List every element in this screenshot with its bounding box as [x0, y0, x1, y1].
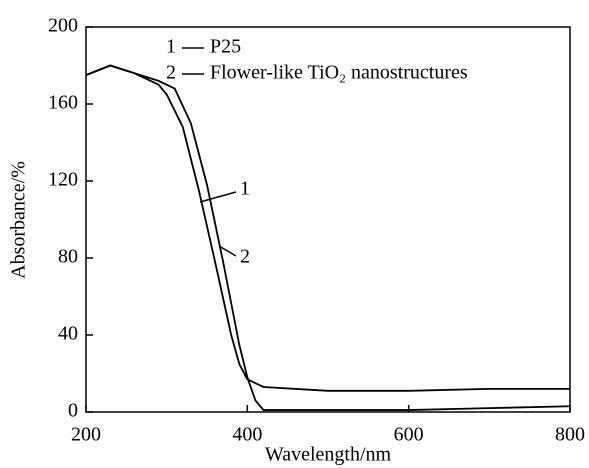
x-tick-label: 800 — [555, 424, 585, 446]
legend-entry: Flower-like TiO₂ nanostructures — [210, 62, 468, 84]
x-tick-label: 400 — [232, 424, 262, 446]
leader-line — [218, 245, 237, 257]
leader-line — [199, 191, 237, 203]
y-tick-label: 120 — [48, 169, 78, 191]
curve-label: 2 — [240, 246, 250, 268]
y-tick-label: 40 — [58, 323, 78, 345]
x-tick-label: 600 — [394, 424, 424, 446]
y-axis-label: Absorbance/% — [8, 161, 30, 279]
data-line — [85, 64, 571, 411]
y-tick-label: 160 — [48, 92, 78, 114]
y-tick-label: 0 — [68, 400, 78, 422]
plot-frame — [85, 26, 571, 413]
y-tick-label: 80 — [58, 246, 78, 268]
y-tick-label: 200 — [48, 15, 78, 37]
legend-number: 1 — [166, 36, 176, 58]
x-tick-label: 200 — [71, 424, 101, 446]
x-axis-label: Wavelength/nm — [265, 444, 392, 466]
legend: 1 P25 2 Flower-like TiO₂ nanostructures — [166, 36, 468, 84]
legend-number: 2 — [166, 62, 176, 84]
curve-label: 1 — [240, 178, 250, 200]
data-line — [85, 64, 570, 392]
legend-entry: P25 — [210, 36, 241, 58]
